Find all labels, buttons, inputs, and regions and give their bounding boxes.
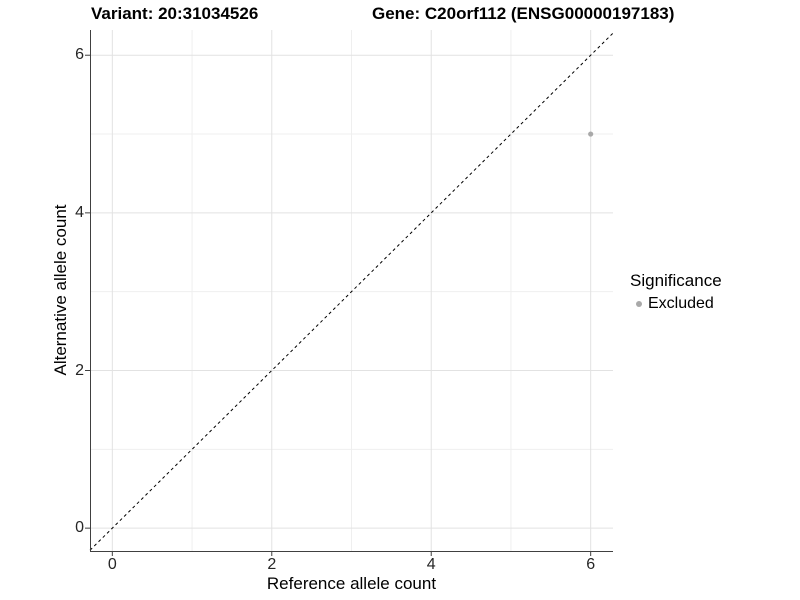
y-tick-label: 6 (75, 46, 84, 64)
legend-title: Significance (630, 271, 722, 290)
data-point (588, 131, 594, 137)
x-tick-label: 6 (586, 556, 596, 573)
excluded-dot-icon (636, 301, 642, 307)
x-tick-label: 2 (267, 556, 277, 573)
legend-item-label: Excluded (648, 295, 714, 312)
x-tick-label: 4 (426, 556, 436, 573)
y-tick-label: 4 (75, 203, 84, 221)
y-tick-label: 2 (75, 361, 84, 379)
x-tick-label: 0 (107, 556, 117, 573)
y-tick-label: 0 (75, 519, 84, 537)
legend-item-excluded: Excluded (630, 295, 722, 313)
gene-title: Gene: C20orf112 (ENSG00000197183) (372, 4, 675, 23)
identity-line (89, 32, 614, 551)
x-axis-title: Reference allele count (266, 574, 437, 593)
y-axis-title: Alternative allele count (51, 204, 70, 376)
legend: Significance Excluded (630, 271, 722, 313)
variant-title: Variant: 20:31034526 (91, 4, 259, 23)
